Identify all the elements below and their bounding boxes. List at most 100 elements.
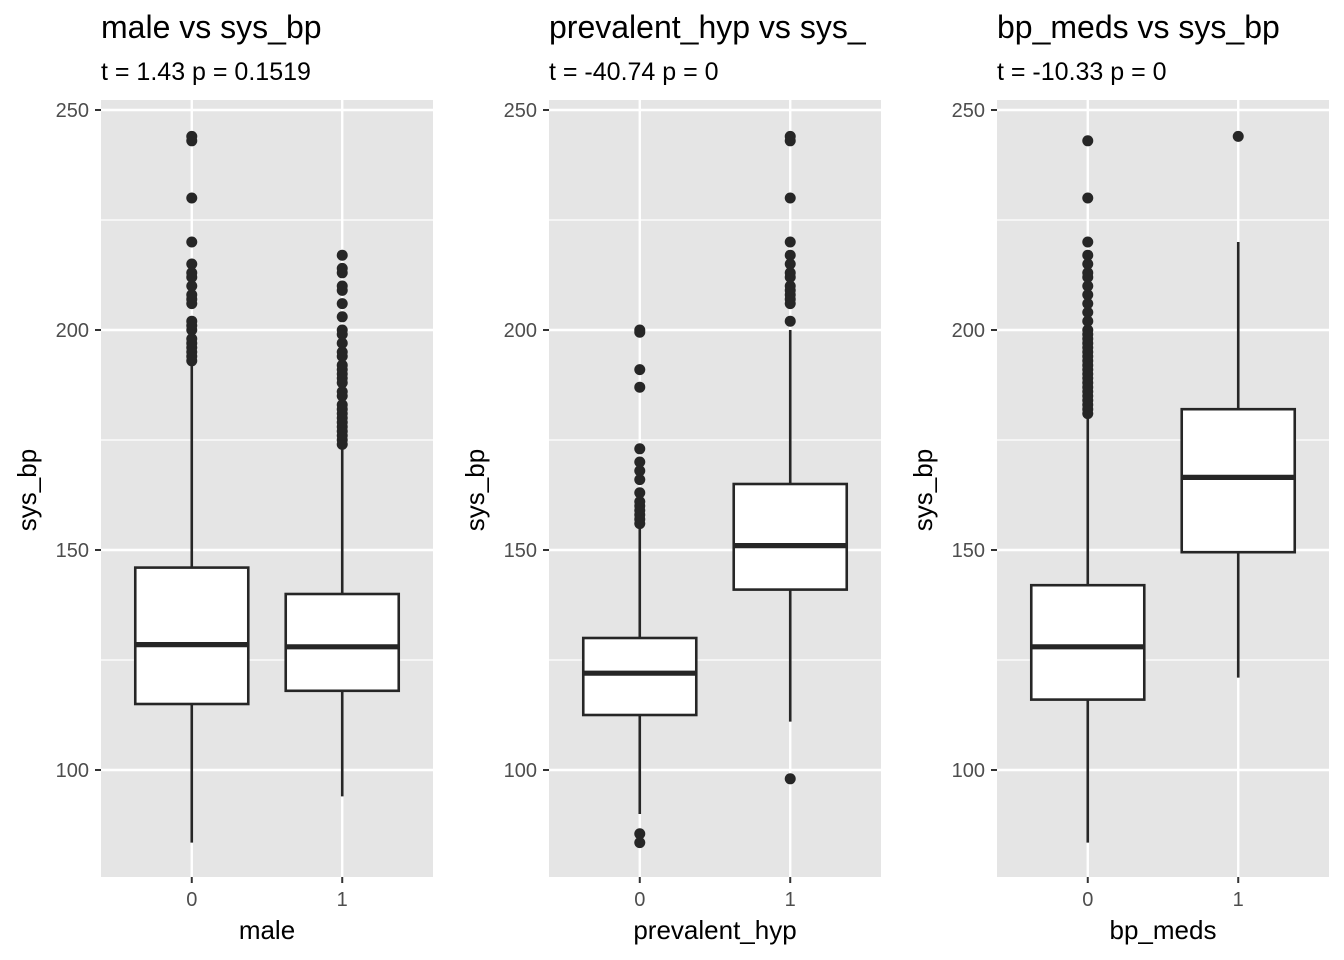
outlier-point bbox=[634, 364, 646, 376]
outlier-point bbox=[634, 381, 646, 393]
outlier-point bbox=[784, 192, 796, 204]
outlier-point bbox=[784, 280, 796, 292]
outlier-point bbox=[186, 192, 198, 204]
outlier-point bbox=[186, 236, 198, 248]
y-axis-title: sys_bp bbox=[908, 449, 938, 531]
outlier-point bbox=[1232, 130, 1244, 142]
x-axis-title: male bbox=[239, 915, 295, 945]
outlier-point bbox=[336, 280, 348, 292]
outlier-point bbox=[634, 456, 646, 468]
box-group-0 bbox=[1029, 135, 1146, 843]
outlier-point bbox=[1082, 280, 1094, 292]
outlier-point bbox=[784, 236, 796, 248]
outlier-point bbox=[186, 289, 198, 301]
outlier-point bbox=[336, 337, 348, 349]
y-tick-label: 100 bbox=[56, 760, 89, 782]
outlier-point bbox=[336, 399, 348, 411]
outlier-point bbox=[336, 386, 348, 398]
box bbox=[581, 636, 698, 717]
box bbox=[133, 566, 250, 706]
x-tick-label: 0 bbox=[186, 889, 197, 911]
plot-area: 100 150 200 250 0 1 bbox=[56, 100, 433, 911]
y-tick-label: 150 bbox=[56, 540, 89, 562]
chart-title: prevalent_hyp vs sys_ bbox=[549, 9, 867, 45]
outlier-point bbox=[1082, 258, 1094, 270]
outlier-point bbox=[784, 258, 796, 270]
box bbox=[1180, 407, 1297, 554]
box bbox=[1029, 583, 1146, 701]
y-tick-label: 200 bbox=[952, 320, 985, 342]
box-group-1 bbox=[284, 249, 401, 797]
x-tick-label: 1 bbox=[1233, 889, 1244, 911]
outlier-point bbox=[336, 298, 348, 310]
chart-title: bp_meds vs sys_bp bbox=[997, 9, 1280, 45]
chart-subtitle: t = -10.33 p = 0 bbox=[997, 58, 1167, 86]
y-tick-label: 100 bbox=[504, 760, 537, 782]
x-axis-title: bp_meds bbox=[1110, 915, 1217, 945]
outlier-point bbox=[634, 837, 646, 849]
y-tick-label: 200 bbox=[504, 320, 537, 342]
panel-bp-meds: bp_meds vs sys_bp t = -10.33 p = 0 bp_me… bbox=[908, 9, 1329, 945]
x-tick-label: 0 bbox=[634, 889, 645, 911]
y-tick-label: 200 bbox=[56, 320, 89, 342]
outlier-point bbox=[1082, 289, 1094, 301]
y-tick-label: 100 bbox=[952, 760, 985, 782]
outlier-point bbox=[634, 474, 646, 486]
outlier-point bbox=[186, 333, 198, 345]
outlier-point bbox=[186, 130, 198, 142]
chart-subtitle: t = -40.74 p = 0 bbox=[549, 58, 719, 86]
outlier-point bbox=[1082, 192, 1094, 204]
outlier-point bbox=[634, 828, 646, 840]
outlier-point bbox=[634, 487, 646, 499]
outlier-point bbox=[1082, 298, 1094, 310]
box-group-1 bbox=[732, 130, 849, 785]
outlier-point bbox=[336, 262, 348, 274]
x-tick-label: 1 bbox=[785, 889, 796, 911]
y-tick-label: 150 bbox=[504, 540, 537, 562]
box-group-0 bbox=[133, 130, 250, 843]
y-axis-title: sys_bp bbox=[460, 449, 490, 531]
outlier-point bbox=[784, 130, 796, 142]
y-tick-label: 250 bbox=[952, 100, 985, 122]
outlier-point bbox=[336, 346, 348, 358]
plot-area: 100 150 200 250 0 1 bbox=[504, 100, 881, 911]
outlier-point bbox=[784, 315, 796, 327]
box bbox=[284, 592, 401, 693]
x-tick-label: 0 bbox=[1082, 889, 1093, 911]
outlier-point bbox=[784, 267, 796, 279]
outlier-point bbox=[336, 359, 348, 371]
outlier-point bbox=[186, 267, 198, 279]
chart-title: male vs sys_bp bbox=[101, 9, 322, 45]
y-axis-title: sys_bp bbox=[12, 449, 42, 531]
plot-area: 100 150 200 250 0 1 bbox=[952, 100, 1329, 911]
outlier-point bbox=[784, 773, 796, 785]
outlier-point bbox=[1082, 267, 1094, 279]
outlier-point bbox=[634, 324, 646, 336]
box-group-1 bbox=[1180, 130, 1297, 678]
outlier-point bbox=[186, 258, 198, 270]
chart-subtitle: t = 1.43 p = 0.1519 bbox=[101, 58, 311, 86]
outlier-point bbox=[1082, 315, 1094, 327]
outlier-point bbox=[634, 496, 646, 508]
outlier-point bbox=[336, 324, 348, 336]
box bbox=[732, 482, 849, 591]
outlier-point bbox=[784, 249, 796, 261]
panel-male: male vs sys_bp t = 1.43 p = 0.1519 male … bbox=[12, 9, 433, 945]
x-tick-label: 1 bbox=[337, 889, 348, 911]
outlier-point bbox=[336, 249, 348, 261]
y-tick-label: 250 bbox=[504, 100, 537, 122]
outlier-point bbox=[1082, 135, 1094, 147]
y-tick-label: 150 bbox=[952, 540, 985, 562]
outlier-point bbox=[186, 280, 198, 292]
outlier-point bbox=[1082, 236, 1094, 248]
box-group-0 bbox=[581, 324, 698, 849]
panel-background bbox=[101, 100, 433, 877]
outlier-point bbox=[634, 443, 646, 455]
outlier-point bbox=[1082, 306, 1094, 318]
panel-prevalent-hyp: prevalent_hyp vs sys_ t = -40.74 p = 0 p… bbox=[460, 9, 881, 945]
outlier-point bbox=[1082, 249, 1094, 261]
y-tick-label: 250 bbox=[56, 100, 89, 122]
outlier-point bbox=[634, 465, 646, 477]
outlier-point bbox=[1082, 324, 1094, 336]
